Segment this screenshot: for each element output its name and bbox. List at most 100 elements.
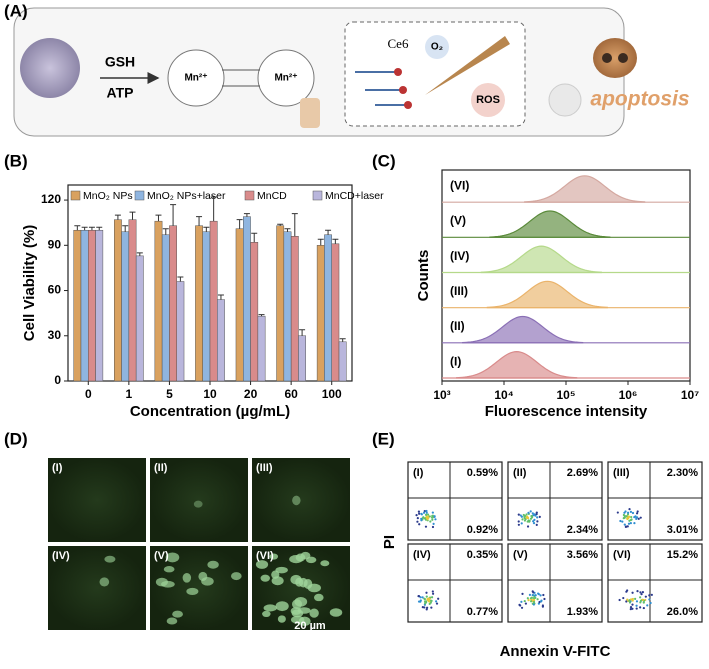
event-dot [525,513,528,516]
scatter-frame [407,461,503,541]
cell-glow [275,566,288,574]
scatter-label: (I) [413,467,424,479]
cell-glow [163,566,175,573]
scatter-frame [407,543,503,623]
event-dot [423,598,426,601]
event-dot [543,597,546,601]
event-dot [528,520,531,523]
event-dot [537,602,540,605]
x-tick-label: 10³ [433,388,450,402]
panel-label: (E) [372,429,395,448]
event-dot [422,511,426,514]
reagent-label: ATP [107,85,134,101]
cell-glow [172,610,183,618]
event-dot [633,522,636,525]
event-dot [532,598,535,602]
event-dot [630,515,633,519]
cell-glow [165,552,180,563]
legend-swatch [244,190,255,201]
skull-eye [602,53,612,63]
event-dot [431,514,435,517]
micrograph [48,546,146,630]
event-dot [529,510,532,513]
quadrant-value: 26.0% [667,606,698,618]
event-dot [623,523,626,526]
x-tick-label: 0 [85,387,92,401]
panel-label: (D) [4,429,28,448]
scatter-frame [607,543,703,623]
x-tick-label: 1 [126,387,133,401]
bar [135,255,144,382]
bar [154,220,163,382]
event-dot [431,525,435,529]
event-dot [418,512,421,515]
micrograph-label: (IV) [52,550,70,562]
outcome-label: apoptosis [590,88,689,111]
event-dot [523,599,526,603]
bar [169,225,177,382]
quadrant-value: 3.01% [667,524,698,536]
event-dot [542,593,545,597]
event-dot [630,518,633,521]
event-dot [524,602,527,605]
event-dot [526,525,530,528]
x-tick-label: 60 [284,387,298,401]
event-dot [426,513,430,516]
cell-glow [275,601,289,612]
cell-glow [207,560,219,569]
event-dot [534,594,537,597]
event-dot [646,604,649,607]
event-dot [526,597,529,600]
bar [276,225,285,382]
dye [394,68,402,76]
viability-chart: 0 30 60 90 120 0 1 5 10 20 60 100 MnO₂ NPs MnO₂ NPs+l… [21,184,384,420]
cell-glow [99,577,110,587]
error-bar [74,225,81,231]
error-bar [210,196,217,222]
x-tick-label: 10⁵ [557,388,576,402]
legend-label: MnCD+laser [325,190,384,202]
scatter-frame [507,543,603,623]
legend-label: MnCD [257,190,287,202]
cell-glow [260,574,270,582]
event-dot [629,522,632,525]
event-dot [522,513,525,517]
error-bar [243,213,250,217]
cell-glow [263,604,277,612]
microscopy-grid: (I) (II) (III) (IV) (V) (VI) 20 µm [48,458,350,637]
event-dot [535,513,538,516]
cell-glow [182,572,192,583]
error-bar [325,229,332,235]
histogram-peak [486,280,608,309]
event-dot [628,508,631,511]
event-dot [630,598,633,601]
event-dot [423,606,426,609]
y-tick-label: 0 [54,373,61,387]
event-dot [535,523,538,526]
row-label: (I) [450,354,461,368]
scatter-label: (VI) [613,549,631,561]
nanoparticle [20,38,80,98]
event-dot [424,513,428,516]
error-bar [162,228,169,235]
quadrant-value: 3.56% [567,549,598,561]
event-dot [631,597,635,601]
event-dot [622,596,625,600]
bar [161,234,170,382]
event-dot [432,522,435,525]
row-label: (VI) [450,179,469,193]
quadrant-value: 0.59% [467,467,498,479]
event-dot [649,601,652,605]
oxygen-bubble [425,35,449,59]
event-dot [641,591,645,594]
bar [121,231,130,382]
light-beam [425,36,510,95]
event-dot [527,599,530,602]
event-dot [424,601,427,604]
event-dot [532,597,535,600]
event-dot [628,599,631,603]
event-dot [618,598,621,602]
row-label: (III) [450,284,468,298]
scatter-label: (V) [513,549,528,561]
